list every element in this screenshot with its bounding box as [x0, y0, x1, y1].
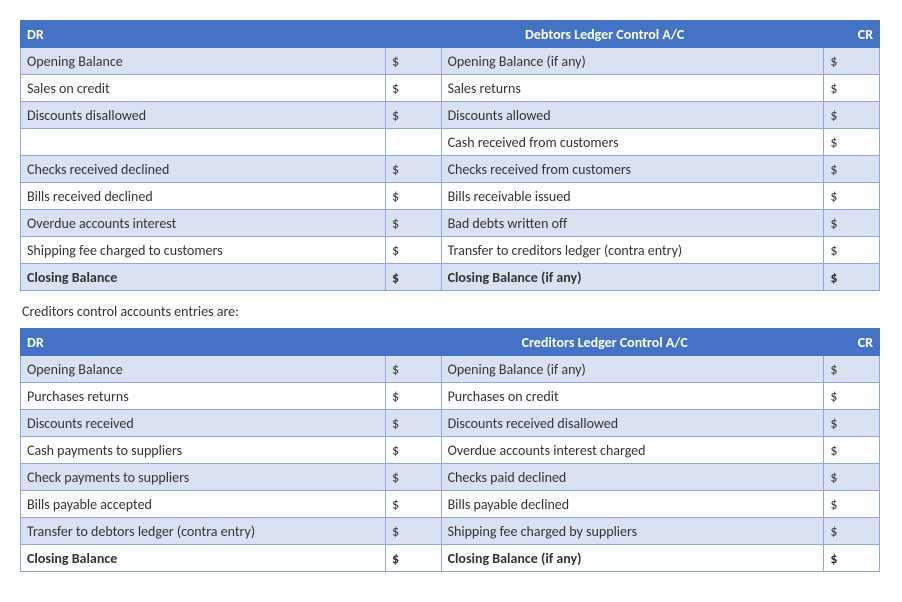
- cr-entry-symbol: $: [824, 356, 880, 383]
- table-row: Closing Balance$Closing Balance (if any)…: [21, 264, 880, 291]
- cr-entry-symbol: $: [824, 491, 880, 518]
- table-row: Check payments to suppliers$Checks paid …: [21, 464, 880, 491]
- dr-entry-symbol: $: [385, 545, 441, 572]
- cr-entry-symbol: $: [824, 264, 880, 291]
- dr-entry-symbol: $: [385, 48, 441, 75]
- table-row: Bills payable accepted$Bills payable dec…: [21, 491, 880, 518]
- table-row: Transfer to debtors ledger (contra entry…: [21, 518, 880, 545]
- cr-entry-symbol: $: [824, 464, 880, 491]
- cr-heading: CR: [824, 329, 880, 356]
- dr-entry-label: Closing Balance: [21, 545, 386, 572]
- cr-entry-label: Checks paid declined: [441, 464, 824, 491]
- dr-entry-symbol: $: [385, 75, 441, 102]
- dr-entry-symbol: $: [385, 102, 441, 129]
- dr-entry-label: Opening Balance: [21, 48, 386, 75]
- cr-entry-label: Discounts allowed: [441, 102, 824, 129]
- dr-entry-symbol: $: [385, 210, 441, 237]
- dr-entry-label: [21, 129, 386, 156]
- dr-entry-symbol: $: [385, 183, 441, 210]
- debtors-title: Debtors Ledger Control A/C: [385, 21, 823, 48]
- table-row: Opening Balance$Opening Balance (if any)…: [21, 48, 880, 75]
- table-row: Shipping fee charged to customers$Transf…: [21, 237, 880, 264]
- dr-entry-symbol: $: [385, 518, 441, 545]
- cr-entry-label: Sales returns: [441, 75, 824, 102]
- table-row: Sales on credit$Sales returns$: [21, 75, 880, 102]
- dr-entry-symbol: $: [385, 437, 441, 464]
- cr-entry-symbol: $: [824, 210, 880, 237]
- creditors-ledger-table: DR Creditors Ledger Control A/C CR Openi…: [20, 328, 880, 572]
- table-row: Closing Balance$Closing Balance (if any)…: [21, 545, 880, 572]
- table-row: Discounts disallowed$Discounts allowed$: [21, 102, 880, 129]
- dr-entry-label: Overdue accounts interest: [21, 210, 386, 237]
- cr-entry-symbol: $: [824, 237, 880, 264]
- cr-entry-label: Bills receivable issued: [441, 183, 824, 210]
- dr-entry-symbol: $: [385, 383, 441, 410]
- cr-entry-label: Discounts received disallowed: [441, 410, 824, 437]
- dr-entry-label: Shipping fee charged to customers: [21, 237, 386, 264]
- dr-entry-label: Check payments to suppliers: [21, 464, 386, 491]
- cr-entry-symbol: $: [824, 410, 880, 437]
- table-row: Checks received declined$Checks received…: [21, 156, 880, 183]
- table-row: Bills received declined$Bills receivable…: [21, 183, 880, 210]
- dr-entry-symbol: $: [385, 356, 441, 383]
- dr-entry-symbol: [385, 129, 441, 156]
- cr-entry-label: Bad debts written off: [441, 210, 824, 237]
- dr-entry-label: Bills payable accepted: [21, 491, 386, 518]
- table-row: Discounts received$Discounts received di…: [21, 410, 880, 437]
- table-row: Overdue accounts interest$Bad debts writ…: [21, 210, 880, 237]
- cr-entry-label: Transfer to creditors ledger (contra ent…: [441, 237, 824, 264]
- cr-entry-symbol: $: [824, 156, 880, 183]
- table-row: Cash received from customers$: [21, 129, 880, 156]
- dr-heading: DR: [21, 329, 386, 356]
- dr-entry-label: Cash payments to suppliers: [21, 437, 386, 464]
- cr-entry-symbol: $: [824, 48, 880, 75]
- dr-entry-symbol: $: [385, 464, 441, 491]
- cr-entry-label: Bills payable declined: [441, 491, 824, 518]
- dr-entry-label: Purchases returns: [21, 383, 386, 410]
- dr-entry-symbol: $: [385, 156, 441, 183]
- cr-entry-label: Checks received from customers: [441, 156, 824, 183]
- cr-entry-label: Opening Balance (if any): [441, 356, 824, 383]
- cr-entry-label: Opening Balance (if any): [441, 48, 824, 75]
- dr-entry-symbol: $: [385, 264, 441, 291]
- dr-entry-label: Checks received declined: [21, 156, 386, 183]
- table-row: Opening Balance$Opening Balance (if any)…: [21, 356, 880, 383]
- cr-entry-symbol: $: [824, 383, 880, 410]
- dr-entry-label: Bills received declined: [21, 183, 386, 210]
- cr-entry-symbol: $: [824, 102, 880, 129]
- table-row: Purchases returns$Purchases on credit$: [21, 383, 880, 410]
- dr-entry-symbol: $: [385, 410, 441, 437]
- dr-entry-label: Transfer to debtors ledger (contra entry…: [21, 518, 386, 545]
- creditors-intro-text: Creditors control accounts entries are:: [22, 303, 882, 320]
- cr-entry-symbol: $: [824, 437, 880, 464]
- cr-entry-label: Closing Balance (if any): [441, 264, 824, 291]
- cr-entry-label: Cash received from customers: [441, 129, 824, 156]
- cr-entry-symbol: $: [824, 75, 880, 102]
- dr-heading: DR: [21, 21, 386, 48]
- table-row: Cash payments to suppliers$Overdue accou…: [21, 437, 880, 464]
- dr-entry-label: Discounts disallowed: [21, 102, 386, 129]
- creditors-title: Creditors Ledger Control A/C: [385, 329, 823, 356]
- dr-entry-label: Opening Balance: [21, 356, 386, 383]
- cr-entry-label: Purchases on credit: [441, 383, 824, 410]
- cr-entry-symbol: $: [824, 183, 880, 210]
- dr-entry-label: Sales on credit: [21, 75, 386, 102]
- cr-entry-symbol: $: [824, 518, 880, 545]
- dr-entry-label: Closing Balance: [21, 264, 386, 291]
- cr-entry-label: Shipping fee charged by suppliers: [441, 518, 824, 545]
- cr-entry-symbol: $: [824, 545, 880, 572]
- dr-entry-symbol: $: [385, 237, 441, 264]
- debtors-header-row: DR Debtors Ledger Control A/C CR: [21, 21, 880, 48]
- dr-entry-symbol: $: [385, 491, 441, 518]
- cr-entry-symbol: $: [824, 129, 880, 156]
- creditors-header-row: DR Creditors Ledger Control A/C CR: [21, 329, 880, 356]
- dr-entry-label: Discounts received: [21, 410, 386, 437]
- cr-heading: CR: [824, 21, 880, 48]
- cr-entry-label: Closing Balance (if any): [441, 545, 824, 572]
- debtors-ledger-table: DR Debtors Ledger Control A/C CR Opening…: [20, 20, 880, 291]
- cr-entry-label: Overdue accounts interest charged: [441, 437, 824, 464]
